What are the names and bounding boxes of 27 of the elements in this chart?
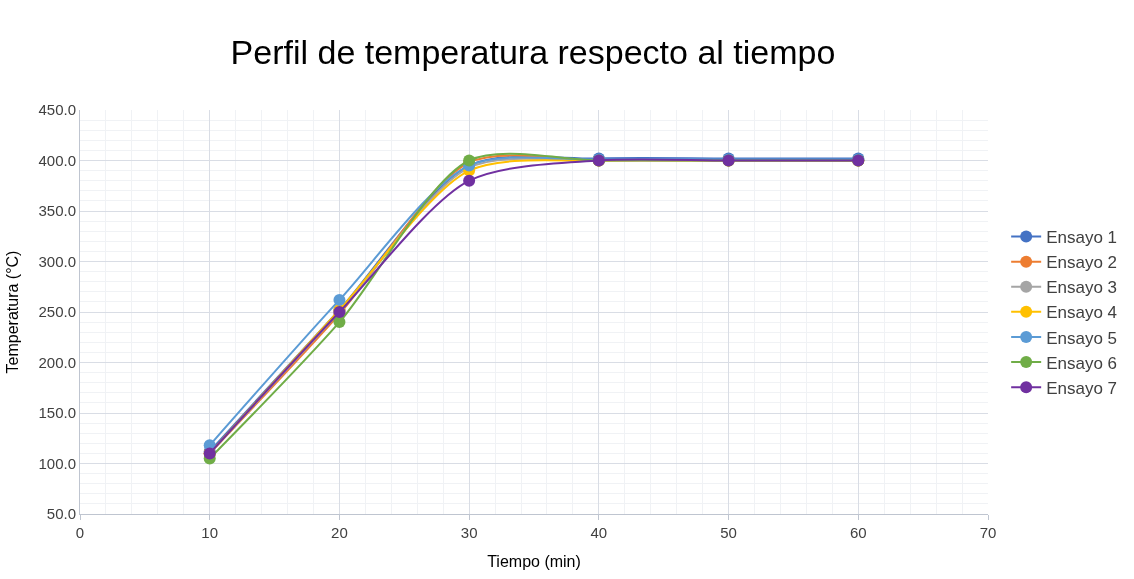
y-tick-label: 250.0 <box>38 303 76 321</box>
y-tick-label: 450.0 <box>38 101 76 119</box>
x-tick-label: 50 <box>720 524 737 541</box>
y-tick-label: 50.0 <box>46 505 76 523</box>
x-tick-label: 20 <box>331 524 348 541</box>
y-tick-label: 300.0 <box>38 252 76 270</box>
y-tick-label: 100.0 <box>38 454 76 472</box>
x-tick-label: 60 <box>849 524 867 541</box>
y-tick-label: 150.0 <box>38 404 76 422</box>
y-axis-title: Temperatura (°C) <box>4 250 22 374</box>
x-axis-title: Tiempo (min) <box>487 552 581 570</box>
x-tick-label: 0 <box>75 524 85 541</box>
legend-label: Ensayo 7 <box>1046 378 1118 398</box>
chart-title: Perfil de temperatura respecto al tiempo <box>230 33 836 72</box>
legend-label: Ensayo 6 <box>1046 353 1118 373</box>
legend-label: Ensayo 4 <box>1046 303 1118 323</box>
x-tick-label: 10 <box>201 524 219 541</box>
y-tick-label: 350.0 <box>38 202 76 220</box>
y-tick-label: 400.0 <box>38 151 76 169</box>
x-tick-label: 30 <box>460 524 478 541</box>
x-tick-label: 70 <box>979 524 997 541</box>
legend-label: Ensayo 5 <box>1046 328 1118 348</box>
legend-label: Ensayo 3 <box>1046 278 1118 298</box>
y-tick-label: 200.0 <box>38 353 76 371</box>
legend-label: Ensayo 2 <box>1046 253 1118 273</box>
legend-label: Ensayo 1 <box>1046 228 1118 248</box>
x-tick-label: 40 <box>590 524 608 541</box>
